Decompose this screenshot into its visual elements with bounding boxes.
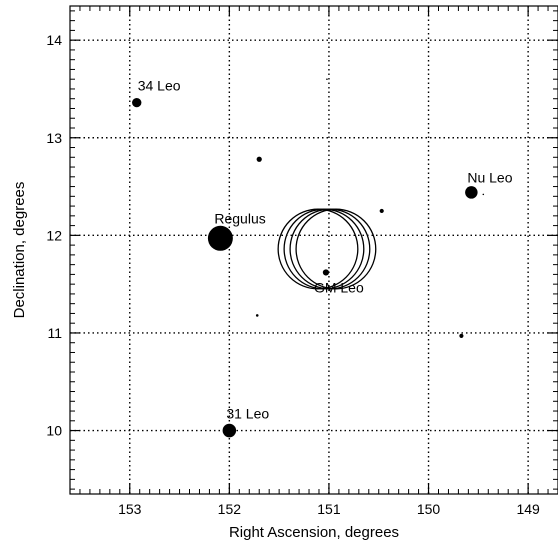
star-label-0: 34 Leo [138,78,181,94]
star-marker-3 [465,186,478,199]
y-axis-title: Declination, degrees [11,182,28,319]
x-tick-label-0: 153 [118,501,142,517]
tick-labels: 153 152 151 150 149 10 11 12 13 14 [46,32,540,517]
star-label-3: Nu Leo [467,169,512,185]
x-tick-label-3: 150 [417,501,441,517]
y-tick-label-4: 14 [46,32,62,48]
y-tick-label-0: 10 [46,423,62,439]
x-tick-label-2: 151 [317,501,341,517]
star-labels: 34 Leo Regulus 31 Leo Nu Leo GM Leo [138,78,513,422]
star-marker-0 [132,97,142,108]
star-marker-8 [255,314,259,317]
axis-ticks [69,6,558,494]
star-label-1: Regulus [214,210,265,226]
error-circles [277,208,377,290]
grid-lines [70,6,558,494]
x-tick-label-1: 152 [218,501,242,517]
star-marker-9 [326,78,328,80]
star-marker-6 [379,208,384,214]
plot-frame [69,5,558,495]
star-marker-5 [256,156,262,162]
star-marker-10 [482,193,485,196]
star-label-4: GM Leo [314,279,364,295]
star-marker-4 [322,269,330,276]
star-marker-1 [207,225,233,251]
x-tick-label-4: 149 [516,501,540,517]
y-tick-label-2: 12 [46,227,62,243]
x-axis-title: Right Ascension, degrees [229,524,399,541]
y-tick-label-3: 13 [46,130,62,146]
y-tick-label-1: 11 [47,325,62,341]
star-label-2: 31 Leo [226,406,269,422]
stars [132,78,485,438]
star-marker-7 [459,333,464,338]
star-marker-2 [222,423,237,438]
error-circle-3 [295,208,377,290]
